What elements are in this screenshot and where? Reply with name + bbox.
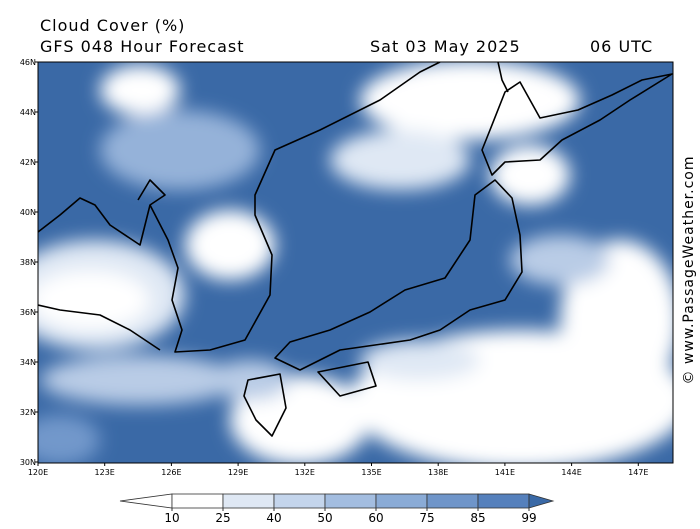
colorbar-band bbox=[426, 493, 479, 509]
lat-label: 34N bbox=[20, 358, 36, 367]
lon-label: 132E bbox=[295, 468, 315, 477]
coastline-korea bbox=[149, 62, 441, 353]
lat-label: 38N bbox=[20, 258, 36, 267]
lon-label: 138E bbox=[428, 468, 448, 477]
colorbar: 10 25 40 50 60 75 85 99 bbox=[119, 493, 555, 525]
coastline-honshu bbox=[274, 179, 523, 371]
colorbar-band bbox=[375, 493, 428, 509]
colorbar-band bbox=[477, 493, 530, 509]
colorbar-label: 85 bbox=[470, 511, 485, 525]
lon-label: 126E bbox=[161, 468, 181, 477]
lat-label: 32N bbox=[20, 408, 36, 417]
lon-label: 120E bbox=[28, 468, 48, 477]
subtitle: GFS 048 Hour Forecast bbox=[40, 37, 245, 56]
lat-label: 36N bbox=[20, 308, 36, 317]
lat-label: 44N bbox=[20, 108, 36, 117]
credit: © www.PassageWeather.com bbox=[681, 155, 697, 384]
date: Sat 03 May 2025 bbox=[370, 37, 521, 56]
colorbar-label: 99 bbox=[521, 511, 536, 525]
lon-label: 147E bbox=[628, 468, 648, 477]
colorbar-band bbox=[222, 493, 275, 509]
coastline-china bbox=[38, 179, 166, 351]
colorbar-label: 75 bbox=[419, 511, 434, 525]
cloud-field bbox=[38, 62, 673, 463]
lon-label: 144E bbox=[561, 468, 581, 477]
colorbar-high bbox=[528, 493, 555, 509]
lat-label: 42N bbox=[20, 158, 36, 167]
coastline-hokkaido bbox=[481, 73, 673, 176]
colorbar-band bbox=[171, 493, 224, 509]
colorbar-label: 40 bbox=[266, 511, 281, 525]
colorbar-label: 50 bbox=[317, 511, 332, 525]
coastline-shikoku bbox=[317, 361, 377, 397]
coastline-kyushu bbox=[243, 373, 287, 437]
colorbar-label: 60 bbox=[368, 511, 383, 525]
colorbar-label: 25 bbox=[215, 511, 230, 525]
lat-label: 40N bbox=[20, 208, 36, 217]
colorbar-band bbox=[324, 493, 377, 509]
colorbar-label: 10 bbox=[164, 511, 179, 525]
lat-label: 30N bbox=[20, 458, 36, 467]
title: Cloud Cover (%) bbox=[40, 16, 185, 35]
colorbar-low bbox=[119, 493, 173, 509]
lon-label: 123E bbox=[95, 468, 115, 477]
coastline-sakhalin bbox=[497, 62, 509, 93]
lon-label: 135E bbox=[361, 468, 381, 477]
lon-label: 141E bbox=[495, 468, 515, 477]
time: 06 UTC bbox=[590, 37, 653, 56]
lon-label: 129E bbox=[228, 468, 248, 477]
colorbar-band bbox=[273, 493, 326, 509]
lat-label: 46N bbox=[20, 58, 36, 67]
map bbox=[38, 62, 673, 463]
